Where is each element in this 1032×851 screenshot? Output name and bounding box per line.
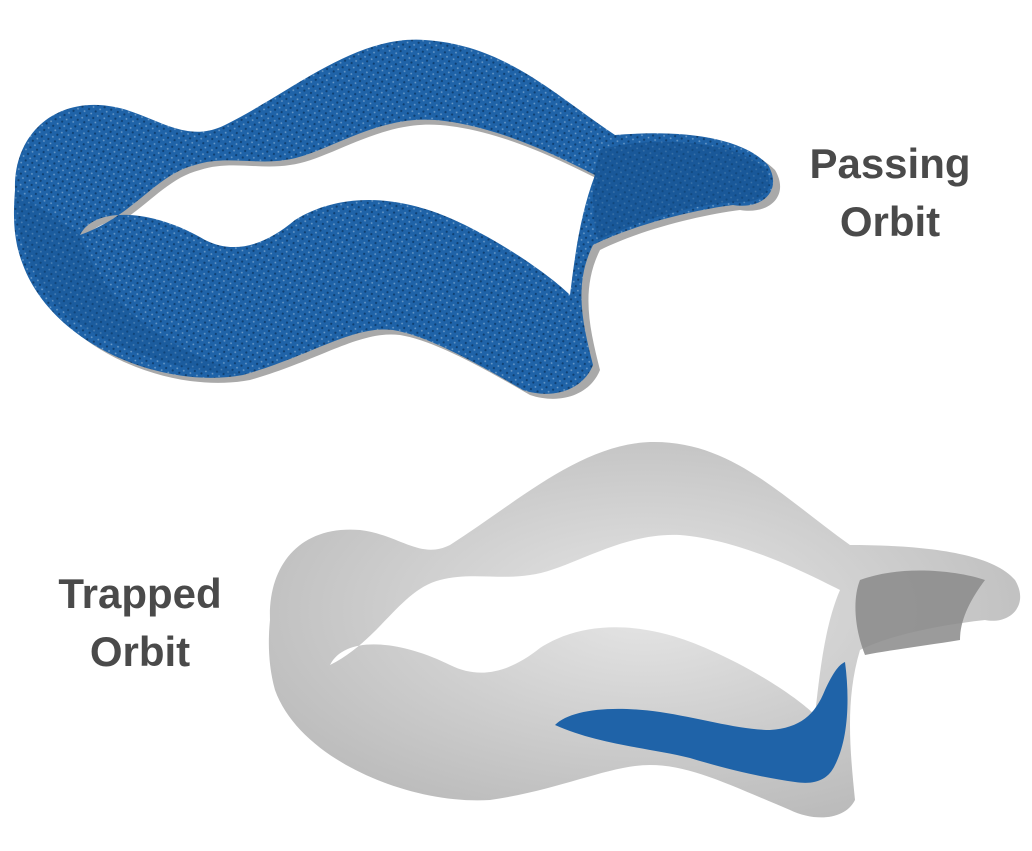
passing-orbit-torus (13, 39, 781, 399)
trapped-orbit-label: Trapped Orbit (35, 565, 245, 681)
passing-orbit-label-line1: Passing (809, 140, 971, 187)
trapped-orbit-label-line1: Trapped (58, 570, 222, 617)
trapped-orbit-label-line2: Orbit (89, 628, 191, 675)
trapped-orbit-endcap (855, 570, 985, 655)
passing-orbit-front-segment (15, 190, 243, 375)
passing-orbit-label: Passing Orbit (790, 135, 990, 251)
trapped-orbit-torus (268, 441, 1021, 818)
passing-orbit-endcap (592, 141, 770, 240)
passing-orbit-surface (13, 39, 774, 394)
trapped-orbit-region (555, 662, 848, 783)
passing-orbit-label-line2: Orbit (839, 198, 941, 245)
